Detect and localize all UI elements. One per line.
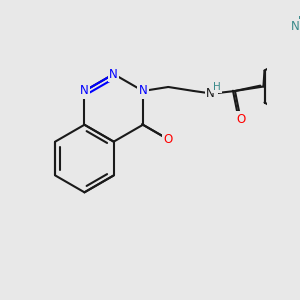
Text: O: O bbox=[236, 112, 245, 126]
Text: N: N bbox=[206, 87, 215, 100]
Text: H: H bbox=[298, 16, 300, 26]
Text: H: H bbox=[208, 88, 217, 99]
Text: N: N bbox=[291, 20, 300, 33]
Text: H: H bbox=[213, 82, 220, 92]
Text: N: N bbox=[109, 68, 118, 81]
Text: N: N bbox=[80, 85, 89, 98]
Text: N: N bbox=[139, 85, 147, 98]
Text: O: O bbox=[163, 133, 172, 146]
